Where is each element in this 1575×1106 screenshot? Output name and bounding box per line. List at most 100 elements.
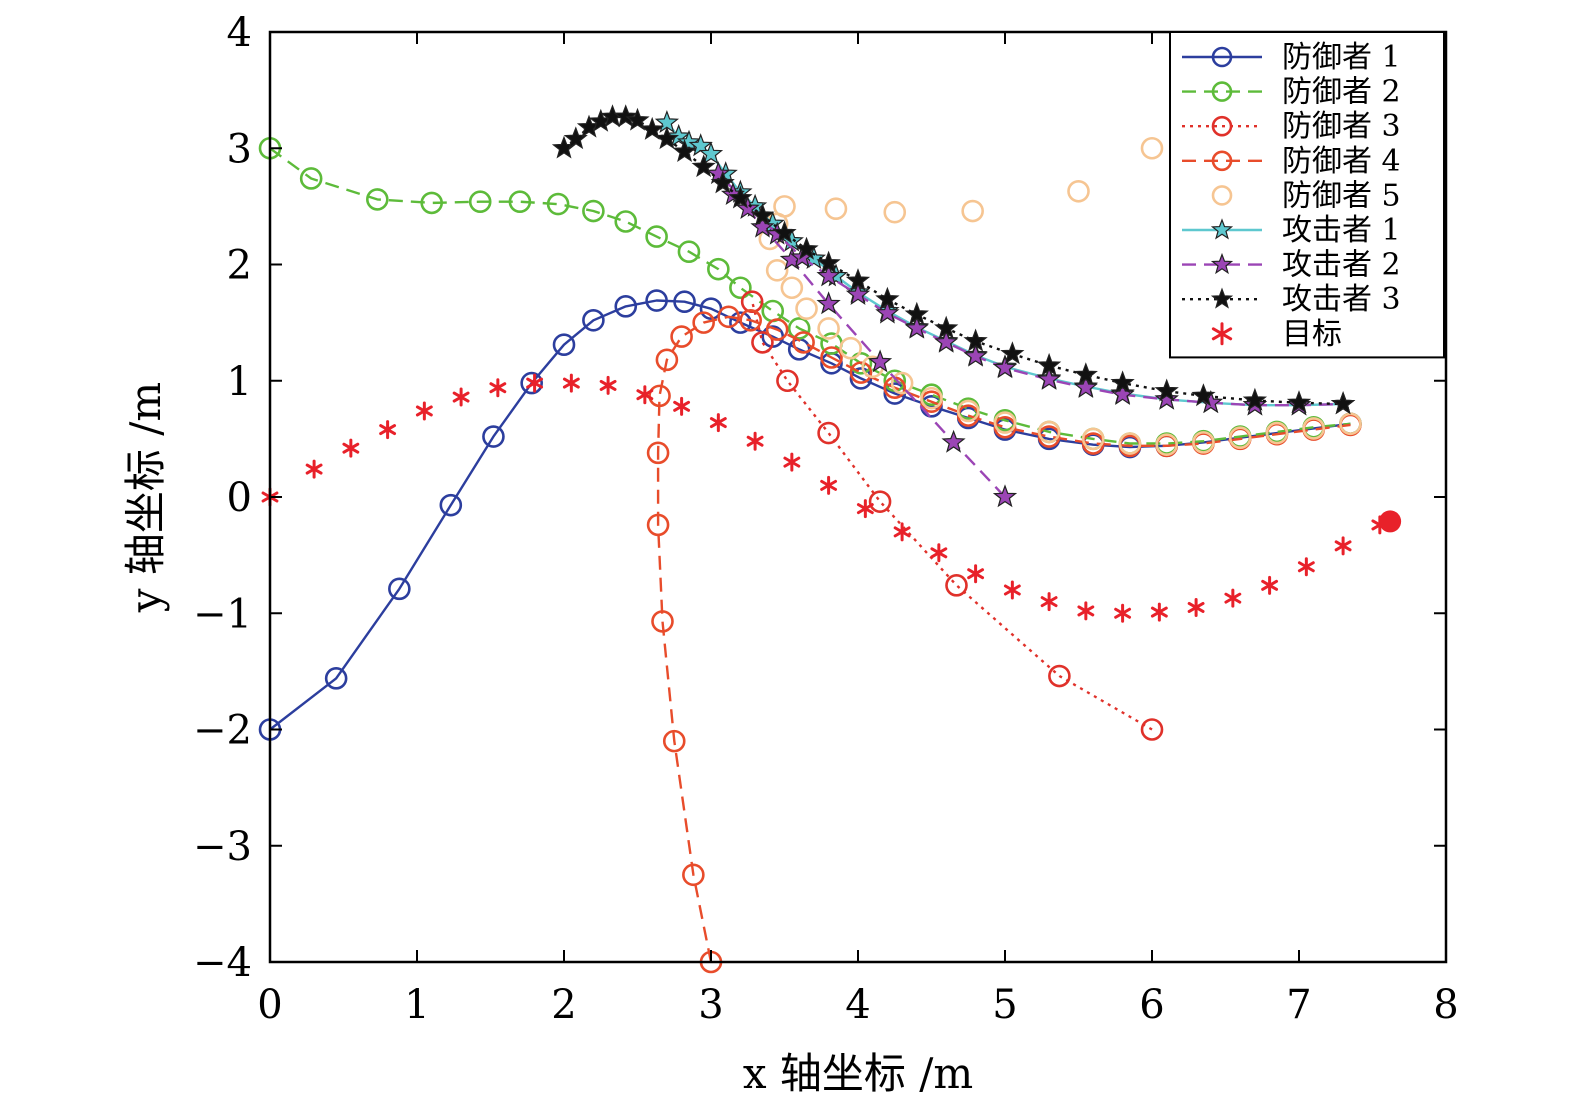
series-3-point [868,490,892,513]
series-8-point [613,104,638,128]
legend-marker [1211,81,1233,102]
y-tick-label: 3 [227,126,252,172]
series-7-point [867,349,893,373]
series-3-point [1140,718,1164,741]
series-9-point [1003,580,1021,600]
series-5-point [1037,420,1061,444]
series-5-point [839,336,862,360]
y-tick-label: −4 [193,940,252,986]
series-7-point [735,195,760,220]
series-1-point [645,289,668,312]
legend-label: 攻击者 3 [1282,282,1401,317]
series-9-point [820,475,838,495]
series-5-point [1192,431,1215,454]
series-7-point [992,355,1018,379]
series-1-point [482,425,505,448]
series-4-point [792,331,815,354]
plot-content [258,104,1402,974]
series-2-point [366,188,389,211]
series-6-point [666,123,691,147]
series-1-point [439,493,463,517]
legend-entry: 攻击者 3 [1182,282,1401,317]
series-9-point [930,543,948,563]
series-1-point [388,577,411,601]
series-5-point [883,200,907,224]
series-8-point [794,236,819,260]
x-tick-label: 1 [404,982,429,1028]
series-8 [551,104,1356,415]
y-tick-label: 4 [227,10,252,56]
legend-entry: 目标 [1211,317,1342,352]
series-9-point [452,387,470,407]
x-tick-label: 2 [551,982,576,1028]
series-9-point [1224,588,1242,608]
legend-marker [1210,218,1234,240]
series-2-point [546,192,570,216]
series-9-point [562,373,580,393]
legend-marker [1210,287,1234,309]
series-8-point [1073,362,1098,386]
legend-label: 攻击者 1 [1282,213,1401,248]
series-7-point [1073,374,1098,399]
series-8-point [750,203,775,227]
series-2-point [729,276,752,300]
y-tick-label: −3 [193,824,252,870]
series-2-point [707,257,730,281]
series-9 [261,373,1389,623]
series-1-point [729,311,752,334]
legend-entry: 防御者 3 [1182,109,1401,144]
series-5-point [817,317,840,340]
series-7-point [941,429,966,453]
legend-entry: 防御者 5 [1211,178,1401,213]
y-tick-label: 2 [227,243,252,289]
series-7-point [816,291,841,315]
y-tick-label: 0 [227,475,252,521]
legend-label: 防御者 1 [1282,40,1401,75]
series-4-point [682,863,705,887]
x-tick-label: 8 [1433,982,1458,1028]
series-9-point [967,564,985,584]
series-3-point [817,421,840,445]
series-8-point [640,116,665,140]
series-3 [740,290,1164,741]
series-4-point [662,729,686,753]
series-9-point [526,373,544,393]
series-5-point [993,411,1017,434]
series-2-point [468,190,492,214]
series-1-point [614,295,638,318]
series-4-point [651,610,674,633]
series-5-point [1081,427,1105,451]
series-8-point [1036,352,1062,376]
series-7-point [934,329,959,353]
series-8-point [691,154,716,178]
legend-marker [1211,322,1233,346]
series-1-point [552,333,576,357]
legend-entry: 防御者 2 [1182,75,1401,110]
series-7-point [963,343,988,367]
series-7-point [904,315,929,339]
series-5-point [1118,432,1142,455]
series-7-point [750,214,775,238]
series-9-point [673,396,691,416]
series-4-line [656,315,1351,963]
series-9-point [1114,603,1132,623]
series-5-point [956,399,980,423]
legend-label: 攻击者 2 [1282,248,1401,283]
series-9-point [893,522,911,542]
series-7-point [816,263,841,287]
legend-marker [1211,115,1233,137]
series-1-point [324,667,348,690]
series-8-point [1110,370,1135,394]
series-6-point [676,129,702,153]
legend-entry: 攻击者 2 [1182,248,1401,283]
series-8-point [816,250,841,274]
series-2-point [849,352,873,375]
x-tick-label: 5 [992,982,1017,1028]
series-5-point [1265,421,1289,445]
series-7-point [1110,381,1135,405]
x-axis-label: x 轴坐标 /m [743,1049,973,1098]
y-axis-label: y 轴坐标 /m [121,382,170,613]
series-5-point [824,197,848,220]
series-6-point [698,141,724,165]
series-4-point [820,346,843,369]
